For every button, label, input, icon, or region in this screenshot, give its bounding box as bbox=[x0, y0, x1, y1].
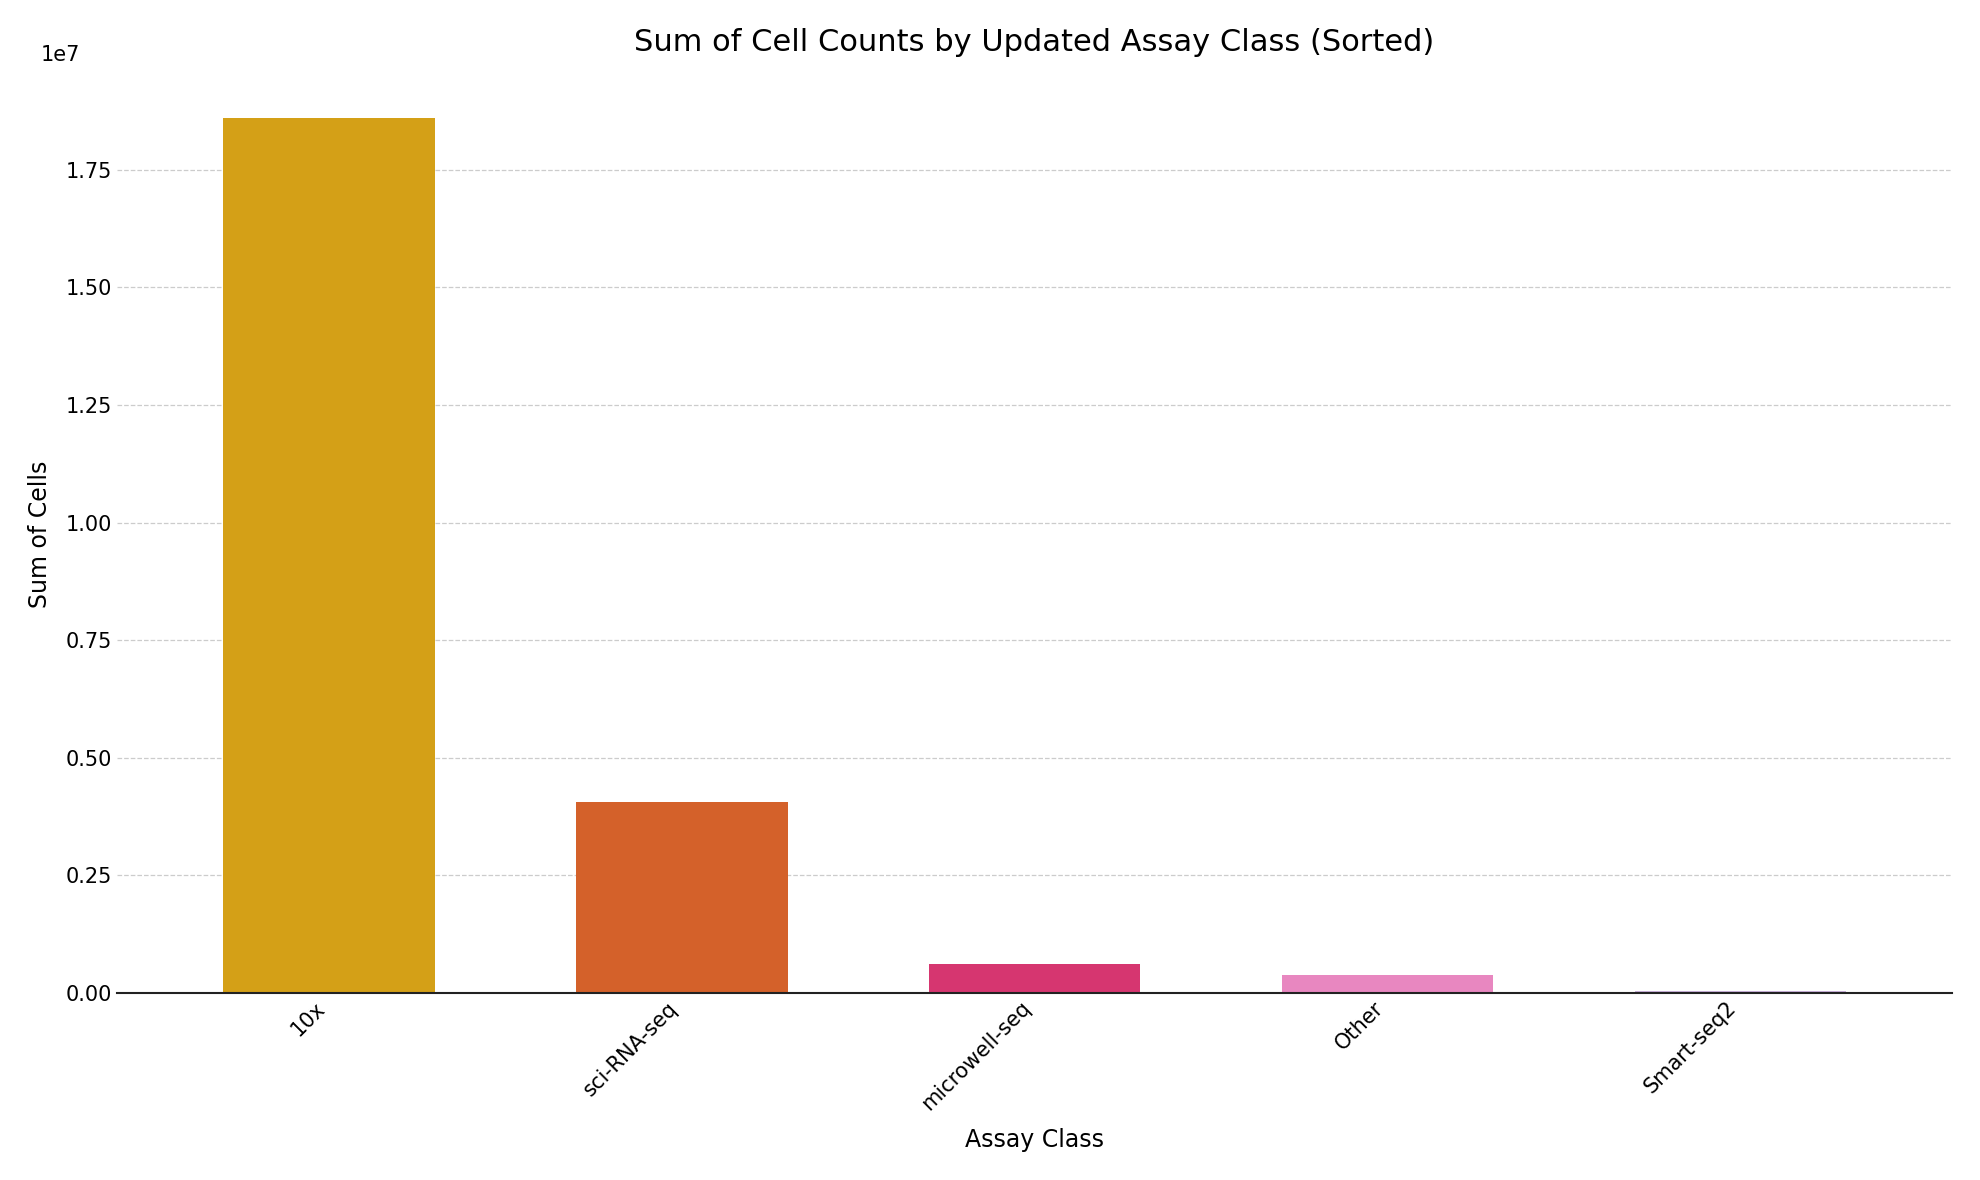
Bar bbox=[929, 964, 1140, 994]
X-axis label: Assay Class: Assay Class bbox=[964, 1128, 1105, 1152]
Y-axis label: Sum of Cells: Sum of Cells bbox=[28, 460, 51, 608]
Bar bbox=[224, 118, 434, 994]
Text: 1e7: 1e7 bbox=[40, 45, 79, 65]
Title: Sum of Cell Counts by Updated Assay Class (Sorted): Sum of Cell Counts by Updated Assay Clas… bbox=[634, 28, 1436, 57]
Bar bbox=[1635, 991, 1845, 994]
Bar bbox=[576, 802, 788, 994]
Bar bbox=[1281, 975, 1493, 994]
